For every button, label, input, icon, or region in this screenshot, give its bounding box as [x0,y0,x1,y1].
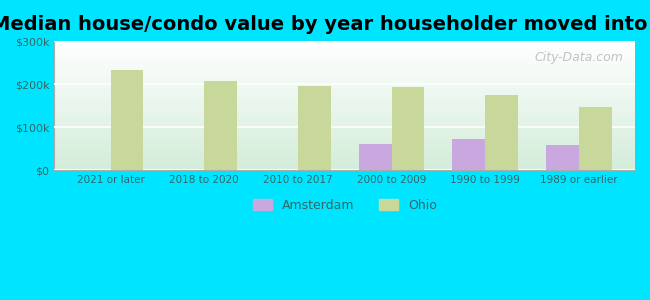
Bar [298,86,331,170]
Legend: Amsterdam, Ohio: Amsterdam, Ohio [246,193,443,218]
Bar [485,95,518,170]
Bar [111,70,144,170]
Bar [204,81,237,170]
Text: City-Data.com: City-Data.com [534,51,623,64]
Bar [391,87,424,170]
Bar [578,106,612,170]
Bar [452,139,485,170]
Title: Median house/condo value by year householder moved into unit: Median house/condo value by year househo… [0,15,650,34]
Bar [359,143,391,170]
Bar [546,145,578,170]
